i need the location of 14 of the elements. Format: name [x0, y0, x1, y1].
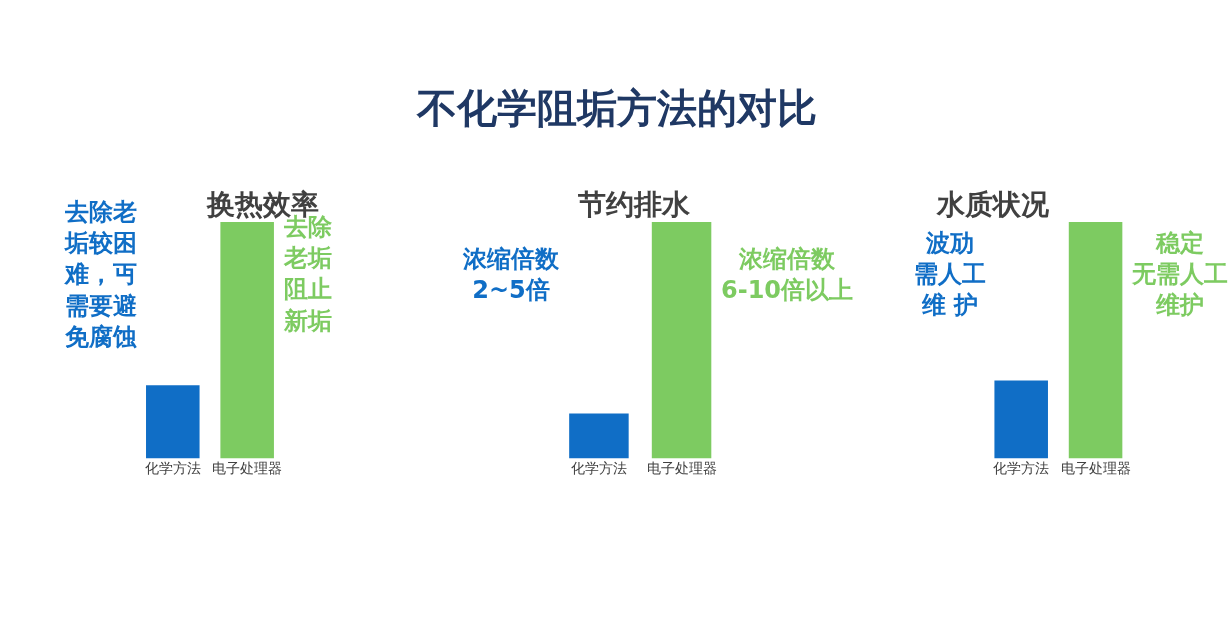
chart-title: 水质状况: [936, 188, 1050, 221]
annotation: 稳定无需人工维护: [1131, 229, 1228, 320]
annotation: 去除老垢较困难，丏需要避免腐蚀: [64, 198, 137, 351]
x-tick-label: 电子处理器: [1060, 460, 1131, 477]
x-tick-label: 电子处理器: [646, 460, 717, 477]
text: 不化学阻垢方法的对比: [416, 85, 817, 131]
annotation: 浓缩倍数6-10倍以上: [721, 245, 854, 305]
annotation: 波劢需人工维 护: [914, 229, 986, 320]
x-tick-label: 电子处理器: [212, 460, 283, 477]
x-tick-label: 化学方法: [144, 460, 201, 477]
x-tick-label: 化学方法: [993, 460, 1050, 477]
x-tick-label: 化学方法: [570, 460, 627, 477]
annotation: 浓缩倍数2~5倍: [462, 245, 560, 305]
chart-title: 节约排水: [577, 188, 691, 221]
